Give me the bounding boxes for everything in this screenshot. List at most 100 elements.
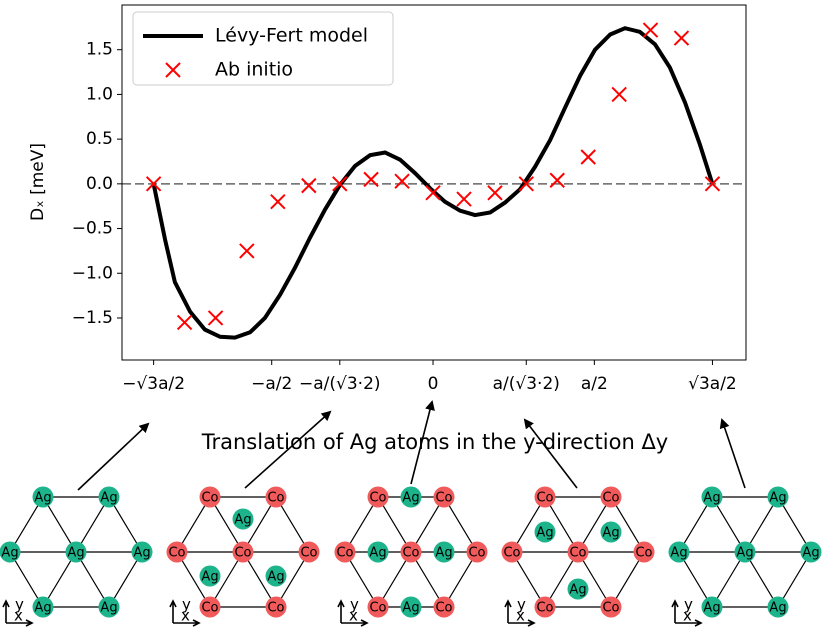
atom-label: Co — [369, 601, 386, 616]
atom — [65, 541, 87, 563]
y-axis-label: Dₓ [meV] — [28, 143, 48, 221]
atom — [534, 521, 556, 543]
atom — [367, 541, 389, 563]
axis-icon-label: x — [14, 607, 23, 625]
atom — [32, 486, 54, 508]
atom-label: Co — [201, 491, 218, 506]
atom-label: Co — [503, 546, 520, 561]
atom-label: Co — [168, 546, 185, 561]
atom-label: Ag — [536, 526, 553, 541]
atom-label: Ag — [34, 601, 51, 616]
atom-label: Ag — [769, 491, 786, 506]
data-point — [704, 176, 721, 192]
y-tick-label: 0.0 — [86, 174, 113, 194]
atom — [265, 596, 287, 618]
atom — [98, 486, 120, 508]
atom — [400, 541, 422, 563]
atom — [265, 486, 287, 508]
atom — [367, 596, 389, 618]
atom — [567, 541, 589, 563]
atom — [433, 596, 455, 618]
atom — [534, 486, 556, 508]
atom — [800, 541, 822, 563]
model-curve — [151, 26, 715, 340]
y-tick-label: 1.0 — [86, 84, 113, 104]
axis-icon — [2, 599, 34, 627]
x-tick-label: 0 — [428, 374, 439, 394]
data-point — [394, 173, 410, 189]
data-point — [518, 176, 534, 192]
data-point — [363, 171, 379, 188]
atom — [166, 541, 188, 563]
atom — [701, 596, 723, 618]
atom-label: Ag — [703, 601, 720, 616]
atom-label: Co — [300, 546, 317, 561]
data-point — [239, 243, 255, 259]
atom-label: Co — [536, 601, 553, 616]
atom — [767, 486, 789, 508]
x-tick-label: a/(√3·2) — [493, 374, 560, 394]
y-tick-label: −1.5 — [72, 308, 113, 328]
atom — [534, 596, 556, 618]
atom-label: Ag — [402, 601, 419, 616]
atom-label: Co — [635, 546, 652, 561]
axis-icon — [671, 599, 703, 627]
x-tick-label: √3a/2 — [688, 374, 737, 394]
atom — [701, 486, 723, 508]
atom — [199, 565, 221, 587]
legend-label: Ab initio — [215, 59, 293, 81]
atom — [367, 486, 389, 508]
atom-label: Co — [267, 601, 284, 616]
atom-label: Ag — [736, 546, 753, 561]
atom — [433, 486, 455, 508]
atom-label: Co — [201, 601, 218, 616]
data-point — [332, 176, 348, 192]
legend-box — [132, 11, 394, 86]
atom — [668, 541, 690, 563]
data-point — [580, 149, 596, 165]
y-tick-label: 1.5 — [86, 40, 113, 60]
data-point — [456, 191, 472, 207]
atom — [734, 541, 756, 563]
x-axis-label: Translation of Ag atoms in the y-directi… — [201, 430, 669, 454]
atom-label: Co — [602, 601, 619, 616]
atom — [400, 486, 422, 508]
arrows — [77, 400, 746, 491]
axis-icon-label: x — [683, 607, 692, 625]
atom-label: Ag — [369, 546, 386, 561]
data-point — [487, 185, 503, 201]
atom-label: Ag — [602, 526, 619, 541]
lattice-panel: Co Co Co Co Co Co Co Ag Ag Ag Ag yx — [334, 486, 488, 627]
atom — [433, 541, 455, 563]
atom-label: Ag — [1, 546, 18, 561]
data-point — [642, 22, 659, 38]
y-tick-label: −0.5 — [72, 219, 113, 239]
atom-label: Ag — [703, 491, 720, 506]
atom — [633, 541, 655, 563]
atom-label: Ag — [234, 513, 251, 528]
atom-label: Co — [336, 546, 353, 561]
data-point — [176, 314, 193, 331]
data-point — [270, 194, 286, 210]
atom — [199, 486, 221, 508]
atom — [466, 541, 488, 563]
atom — [567, 578, 589, 600]
data-point — [549, 172, 565, 188]
axis-icon — [169, 599, 201, 627]
atom-label: Ag — [435, 546, 452, 561]
atom — [298, 541, 320, 563]
y-tick-label: −1.0 — [72, 263, 113, 283]
legend-label: Lévy-Fert model — [215, 25, 368, 47]
arrow — [719, 418, 746, 489]
atom-label: Co — [369, 491, 386, 506]
data-point — [301, 177, 317, 194]
atom-label: Ag — [133, 546, 150, 561]
x-tick-label: −a/(√3·2) — [299, 374, 381, 394]
axis-icon — [504, 599, 536, 627]
atom-label: Co — [234, 546, 251, 561]
